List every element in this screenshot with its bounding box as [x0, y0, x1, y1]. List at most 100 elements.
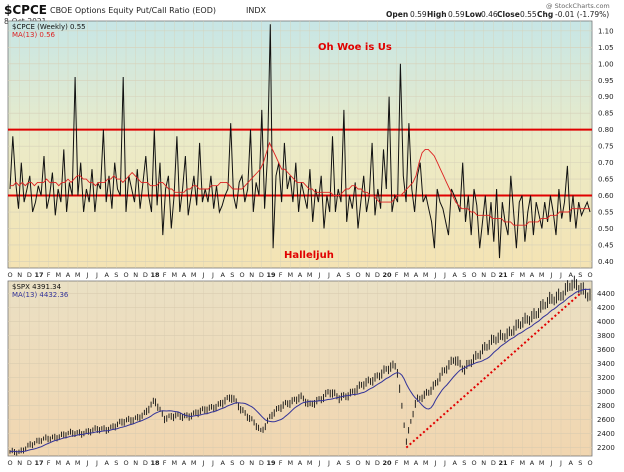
month-tick-label-bottom: A — [568, 459, 573, 467]
month-axis: OONNDD1717FFMMAAMMJJJJAASSOONNDD1818FFMM… — [7, 271, 592, 467]
month-tick-label-bottom: O — [355, 459, 360, 467]
month-tick-label: F — [163, 271, 167, 279]
legend-cpce-ma: MA(13) 0.56 — [12, 31, 56, 39]
month-tick-label-bottom: O — [123, 459, 128, 467]
month-tick-label: N — [481, 271, 486, 279]
month-tick-label: O — [123, 271, 128, 279]
cpce-line — [9, 24, 591, 259]
month-tick-label-bottom: D — [259, 459, 264, 467]
month-tick-label: A — [414, 271, 419, 279]
month-tick-label: 17 — [34, 271, 43, 279]
month-tick-label: A — [452, 271, 457, 279]
month-tick-label: F — [47, 271, 51, 279]
spx-y-tick-label: 4000 — [597, 318, 615, 326]
cpce-y-tick-label: 0.45 — [598, 241, 614, 249]
month-tick-label: D — [259, 271, 264, 279]
month-tick-label: 19 — [266, 271, 276, 279]
month-tick-label: O — [7, 271, 12, 279]
spx-y-axis: 4400 4200 4000 3800 3600 3400 3200 3000 2800 2600… — [597, 290, 615, 452]
month-tick-label: 21 — [498, 271, 508, 279]
trend-line — [405, 292, 581, 449]
month-tick-label: M — [288, 271, 294, 279]
month-tick-label: M — [75, 271, 81, 279]
cpce-y-tick-label: 1.10 — [598, 27, 614, 35]
month-tick-label-bottom: J — [85, 459, 88, 467]
month-tick-label-bottom: J — [559, 459, 562, 467]
month-tick-label-bottom: O — [239, 459, 244, 467]
month-tick-label: A — [66, 271, 71, 279]
month-tick-label: M — [172, 271, 178, 279]
month-tick-label-bottom: A — [530, 459, 535, 467]
month-tick-label: J — [433, 271, 436, 279]
annotation-halleljuh: Halleljuh — [284, 250, 334, 261]
cpce-ma-line — [10, 141, 590, 226]
spx-y-tick-label: 3000 — [597, 388, 615, 396]
spx-y-tick-label: 3800 — [597, 332, 615, 340]
cpce-y-tick-label: 0.75 — [598, 143, 614, 151]
month-tick-label: J — [85, 271, 88, 279]
spx-y-tick-label: 3200 — [597, 374, 615, 382]
month-tick-label: S — [462, 271, 466, 279]
cpce-y-tick-label: 0.55 — [598, 209, 614, 217]
month-tick-label-bottom: M — [191, 459, 197, 467]
month-tick-label-bottom: A — [104, 459, 109, 467]
month-tick-label-bottom: 20 — [382, 459, 392, 467]
month-tick-label-bottom: F — [47, 459, 51, 467]
month-tick-label-bottom: 19 — [266, 459, 276, 467]
month-tick-label-bottom: M — [520, 459, 526, 467]
chg-label: Chg — [537, 10, 553, 19]
month-tick-label-bottom: A — [414, 459, 419, 467]
month-tick-label: S — [346, 271, 350, 279]
cpce-series — [9, 24, 591, 259]
month-tick-label: A — [182, 271, 187, 279]
month-tick-label: S — [578, 271, 582, 279]
cpce-y-tick-label: 0.65 — [598, 176, 614, 184]
spx-y-tick-label: 3400 — [597, 360, 615, 368]
legend-spx: $SPX 4391.34 — [12, 283, 62, 291]
month-tick-label-bottom: M — [423, 459, 429, 467]
month-tick-label-bottom: A — [220, 459, 225, 467]
month-tick-label-bottom: O — [7, 459, 12, 467]
spx-grid — [8, 281, 592, 456]
month-tick-label-bottom: S — [230, 459, 234, 467]
month-tick-label: S — [114, 271, 118, 279]
watermark: @ StockCharts.com — [546, 2, 610, 10]
month-tick-label: D — [375, 271, 380, 279]
month-tick-label-bottom: N — [365, 459, 370, 467]
open-label: Open — [386, 10, 408, 19]
spx-series — [9, 288, 591, 453]
month-tick-label: N — [133, 271, 138, 279]
month-tick-label: 20 — [382, 271, 392, 279]
month-tick-label-bottom: M — [75, 459, 81, 467]
cpce-grid — [8, 21, 592, 268]
month-tick-label: F — [279, 271, 283, 279]
month-tick-label: A — [568, 271, 573, 279]
month-tick-label: J — [211, 271, 214, 279]
month-tick-label-bottom: O — [587, 459, 592, 467]
month-tick-label: M — [404, 271, 410, 279]
month-tick-label-bottom: M — [539, 459, 545, 467]
month-tick-label-bottom: 18 — [150, 459, 160, 467]
spx-y-tick-label: 4200 — [597, 304, 615, 312]
legend-spx-ma: MA(13) 4432.36 — [12, 291, 69, 299]
month-tick-label: J — [317, 271, 320, 279]
cpce-legend: $CPCE (Weekly) 0.55 MA(13) 0.56 — [12, 23, 86, 39]
month-tick-label-bottom: A — [298, 459, 303, 467]
month-tick-label: J — [443, 271, 446, 279]
symbol-description: CBOE Options Equity Put/Call Ratio (EOD) — [50, 6, 216, 15]
month-tick-label: D — [491, 271, 496, 279]
month-tick-label-bottom: J — [549, 459, 552, 467]
cpce-y-tick-label: 1.05 — [598, 44, 614, 52]
spx-y-tick-label: 2200 — [597, 444, 615, 452]
month-tick-label: J — [95, 271, 98, 279]
symbol: $CPCE — [4, 3, 47, 17]
month-tick-label: S — [230, 271, 234, 279]
month-tick-label-bottom: J — [201, 459, 204, 467]
month-tick-label-bottom: J — [95, 459, 98, 467]
month-tick-label: 18 — [150, 271, 160, 279]
month-tick-label-bottom: 17 — [34, 459, 43, 467]
month-tick-label: M — [191, 271, 197, 279]
month-tick-label-bottom: N — [133, 459, 138, 467]
month-tick-label: N — [249, 271, 254, 279]
